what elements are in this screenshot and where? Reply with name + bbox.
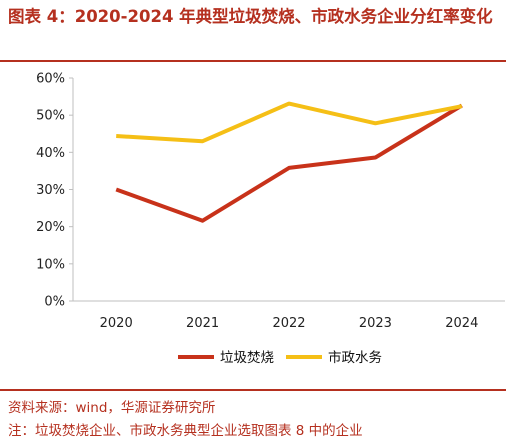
y-tick-label: 60%: [36, 72, 65, 87]
x-tick-label: 2023: [359, 316, 392, 331]
series-lines: [115, 101, 463, 223]
source-note: 资料来源：wind，华源证券研究所: [8, 400, 216, 416]
x-tick-label: 2021: [186, 316, 219, 331]
y-tick-label: 40%: [36, 146, 65, 161]
y-tick-label: 50%: [36, 109, 65, 124]
footer-divider: [0, 389, 506, 391]
chart-title: 图表 4：2020-2024 年典型垃圾焚烧、市政水务企业分红率变化: [8, 7, 493, 26]
title-divider: [0, 60, 506, 62]
y-tick-label: 0%: [44, 295, 65, 310]
series-line-incineration: [115, 103, 463, 223]
x-tick-label: 2022: [272, 316, 305, 331]
remark-note: 注：垃圾焚烧企业、市政水务典型企业选取图表 8 中的企业: [8, 423, 363, 439]
x-axis: 2020 2021 2022 2023 2024: [73, 300, 505, 331]
legend-label: 垃圾焚烧: [220, 350, 274, 366]
x-tick-label: 2024: [445, 316, 478, 331]
y-axis: 0% 10% 20% 30% 40% 50% 60%: [36, 72, 74, 310]
line-chart: 0%10%20%30%40%50%60% 2020 2021 2022 2023 202…: [36, 72, 505, 366]
y-tick-label: 10%: [36, 257, 65, 272]
legend-label: 市政水务: [328, 349, 382, 366]
y-tick-label: 30%: [36, 183, 65, 198]
x-tick-label: 2020: [100, 316, 133, 331]
y-tick-label: 20%: [36, 220, 65, 235]
legend: 垃圾焚烧 市政水务: [178, 349, 382, 366]
series-line-water: [116, 101, 463, 144]
